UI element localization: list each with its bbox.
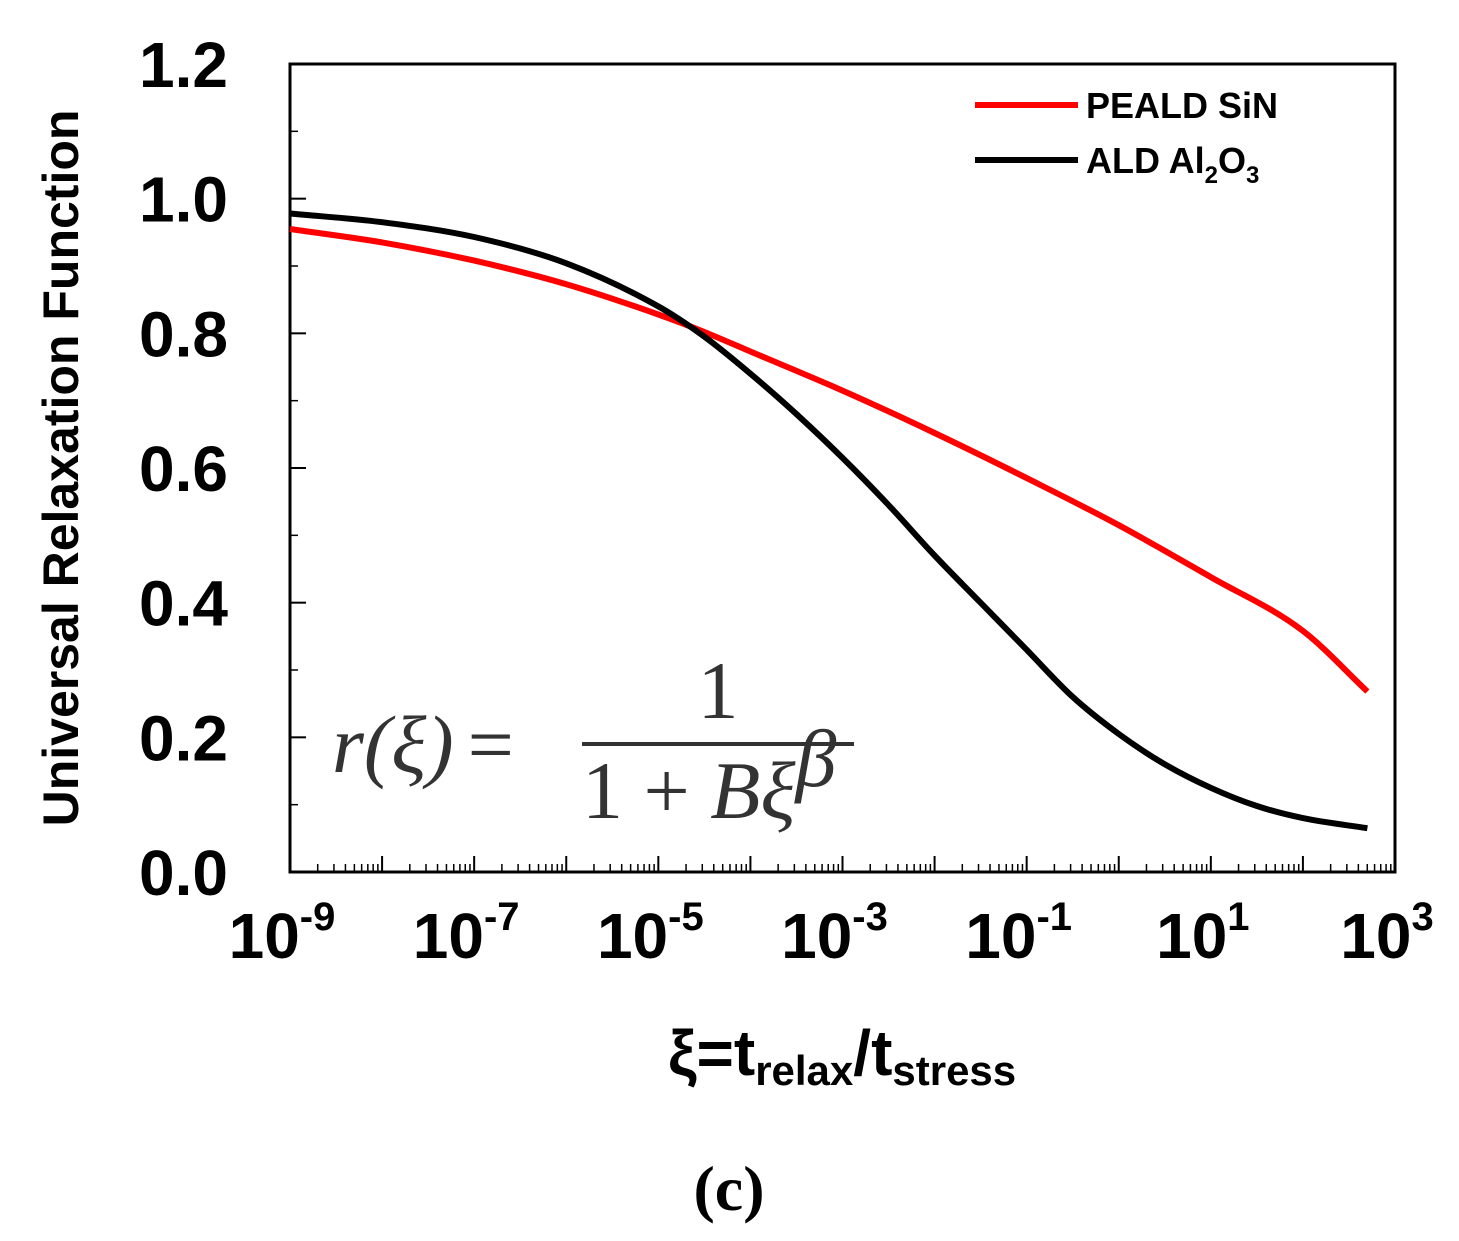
- formula-denominator: 1 + Bξβ: [582, 713, 836, 836]
- x-tick-label: 10-9: [229, 895, 336, 972]
- x-title-sub1: relax: [755, 1047, 854, 1094]
- x-tick-label: 10-1: [965, 895, 1072, 972]
- y-axis-title: Universal Relaxation Function: [33, 110, 89, 827]
- x-tick-label: 10-3: [781, 895, 888, 972]
- series-lines: [289, 210, 1370, 832]
- series-line-ald-al2o3: [289, 210, 1368, 832]
- series-line-peald-sin: [289, 226, 1370, 694]
- formula-lhs: r(ξ) =: [332, 699, 514, 790]
- x-tick-label: 101: [1156, 895, 1249, 972]
- y-tick-labels: 0.0 0.2 0.4 0.6 0.8 1.0 1.2: [139, 29, 228, 909]
- y-tick-label: 0.2: [139, 702, 228, 774]
- panel-label: (c): [693, 1153, 764, 1224]
- x-tick-label: 10-7: [413, 895, 520, 972]
- x-title-sub2: stress: [892, 1047, 1016, 1094]
- x-tick-label: 103: [1340, 895, 1433, 972]
- y-tick-label: 0.0: [139, 837, 228, 909]
- x-tick-labels: 10-9 10-7 10-5 10-3 10-1 101 103: [229, 895, 1434, 972]
- y-tick-label: 1.2: [139, 29, 228, 101]
- legend-label-peald-sin: PEALD SiN: [1086, 85, 1278, 126]
- x-title-prefix: ξ=t: [668, 1017, 755, 1089]
- legend-label-ald-al2o3: ALD Al2O3: [1086, 140, 1259, 189]
- y-tick-label: 0.6: [139, 433, 228, 505]
- formula-annotation: r(ξ) = 1 1 + Bξβ: [332, 645, 854, 836]
- formula-numerator: 1: [698, 645, 739, 736]
- y-tick-label: 1.0: [139, 164, 228, 236]
- x-title-mid: /t: [853, 1017, 892, 1089]
- y-tick-label: 0.4: [139, 568, 228, 640]
- y-tick-label: 0.8: [139, 298, 228, 370]
- x-axis-title: ξ=trelax/tstress: [668, 1017, 1016, 1094]
- plot-area: [288, 62, 1397, 874]
- axis-ticks: [289, 63, 1396, 873]
- legend: PEALD SiN ALD Al2O3: [975, 85, 1278, 189]
- x-tick-label: 10-5: [597, 895, 704, 972]
